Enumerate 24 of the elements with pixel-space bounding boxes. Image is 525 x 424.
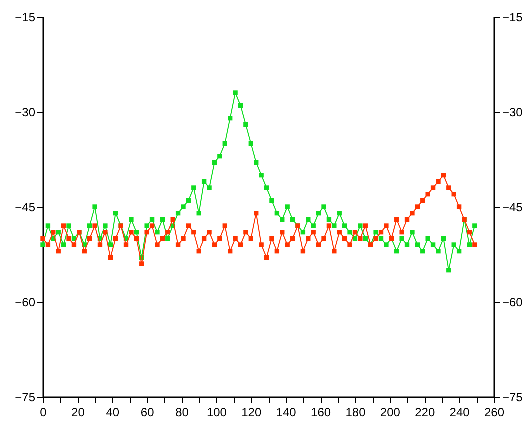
x-tick-label: 200: [380, 406, 401, 420]
y-tick-label: −60: [15, 296, 36, 310]
x-tick-label: 220: [415, 406, 436, 420]
x-tick-label: 60: [140, 406, 155, 420]
y-tick-label: −30: [15, 106, 36, 120]
y-tick-label: −75: [15, 390, 36, 404]
x-tick-label: 240: [450, 406, 470, 420]
x-tick-label: 100: [206, 406, 228, 420]
x-tick-label: 120: [242, 406, 262, 420]
x-tick-label: 180: [346, 406, 366, 420]
y2-tick-label: −15: [502, 10, 524, 24]
x-tick-label: 20: [72, 406, 86, 420]
x-tick-label: 80: [176, 406, 190, 420]
x-tick-label: 40: [106, 406, 120, 420]
y2-tick-label: −60: [502, 296, 524, 310]
y-tick-label: −15: [15, 10, 36, 24]
y2-tick-label: −75: [502, 390, 524, 404]
x-tick-label: 160: [311, 406, 332, 420]
x-tick-label: 260: [484, 406, 505, 420]
y2-tick-label: −30: [502, 106, 524, 120]
y-tick-label: −45: [15, 200, 36, 214]
x-tick-label: 140: [276, 406, 297, 420]
y2-tick-label: −45: [502, 200, 524, 214]
x-tick-label: 0: [40, 406, 48, 420]
